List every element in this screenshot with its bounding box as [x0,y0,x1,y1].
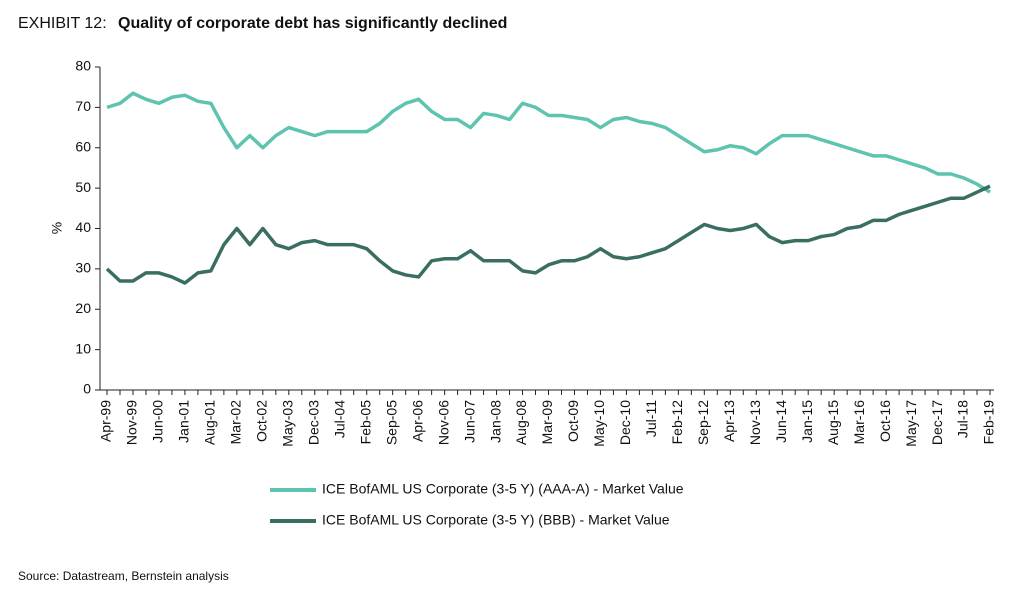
x-tick-label: Feb-19 [981,400,997,445]
x-tick-label: May-17 [903,400,919,447]
y-tick-label: 80 [75,58,91,74]
x-tick-label: Jun-14 [773,400,789,443]
y-tick-label: 30 [75,260,91,276]
series-line [105,184,991,285]
x-tick-label: Feb-05 [357,400,373,445]
x-tick-label: Mar-02 [228,400,244,445]
series-line [106,91,991,194]
x-tick-label: Apr-13 [721,400,737,442]
y-tick-label: 70 [75,98,91,114]
x-tick-label: Dec-17 [929,400,945,445]
y-tick-label: 60 [75,138,91,154]
x-tick-label: Jun-07 [461,400,477,443]
x-tick-label: Dec-10 [617,400,633,445]
x-tick-label: Nov-06 [435,400,451,445]
x-tick-label: May-03 [279,400,295,447]
y-tick-label: 50 [75,179,91,195]
x-tick-label: Sep-05 [383,400,399,445]
x-tick-label: Jan-15 [799,400,815,443]
y-tick-label: 40 [75,219,91,235]
x-tick-label: Jul-11 [643,400,659,437]
x-tick-label: May-10 [591,400,607,447]
x-tick-label: Jul-04 [331,400,347,438]
exhibit-label: EXHIBIT 12: [18,15,107,32]
x-tick-label: Jul-18 [955,400,971,438]
x-tick-label: Apr-99 [98,400,114,442]
x-tick-label: Feb-12 [669,400,685,445]
y-tick-label: 10 [75,340,91,356]
x-tick-label: Dec-03 [305,400,321,445]
x-tick-label: Aug-01 [202,400,218,445]
x-tick-label: Apr-06 [409,400,425,442]
x-tick-label: Jan-08 [487,400,503,443]
x-tick-label: Mar-16 [851,400,867,445]
x-tick-label: Aug-15 [825,400,841,445]
x-tick-label: Oct-02 [254,400,270,442]
y-tick-label: 0 [83,381,91,397]
x-tick-label: Nov-13 [747,400,763,445]
x-tick-label: Mar-09 [539,400,555,445]
x-tick-label: Nov-99 [124,400,140,445]
legend-label: ICE BofAML US Corporate (3-5 Y) (BBB) - … [322,512,670,528]
source: Source: Datastream, Bernstein analysis [18,569,229,583]
legend-label: ICE BofAML US Corporate (3-5 Y) (AAA-A) … [322,481,684,497]
chart-title: Quality of corporate debt has significan… [118,15,507,32]
x-tick-label: Oct-09 [565,400,581,442]
x-tick-label: Oct-16 [877,400,893,442]
x-tick-label: Jun-00 [150,400,166,443]
x-tick-label: Aug-08 [513,400,529,445]
x-tick-label: Sep-12 [695,400,711,445]
y-tick-label: 20 [75,300,91,316]
y-axis-label: % [49,222,65,234]
x-tick-label: Jan-01 [176,400,192,443]
